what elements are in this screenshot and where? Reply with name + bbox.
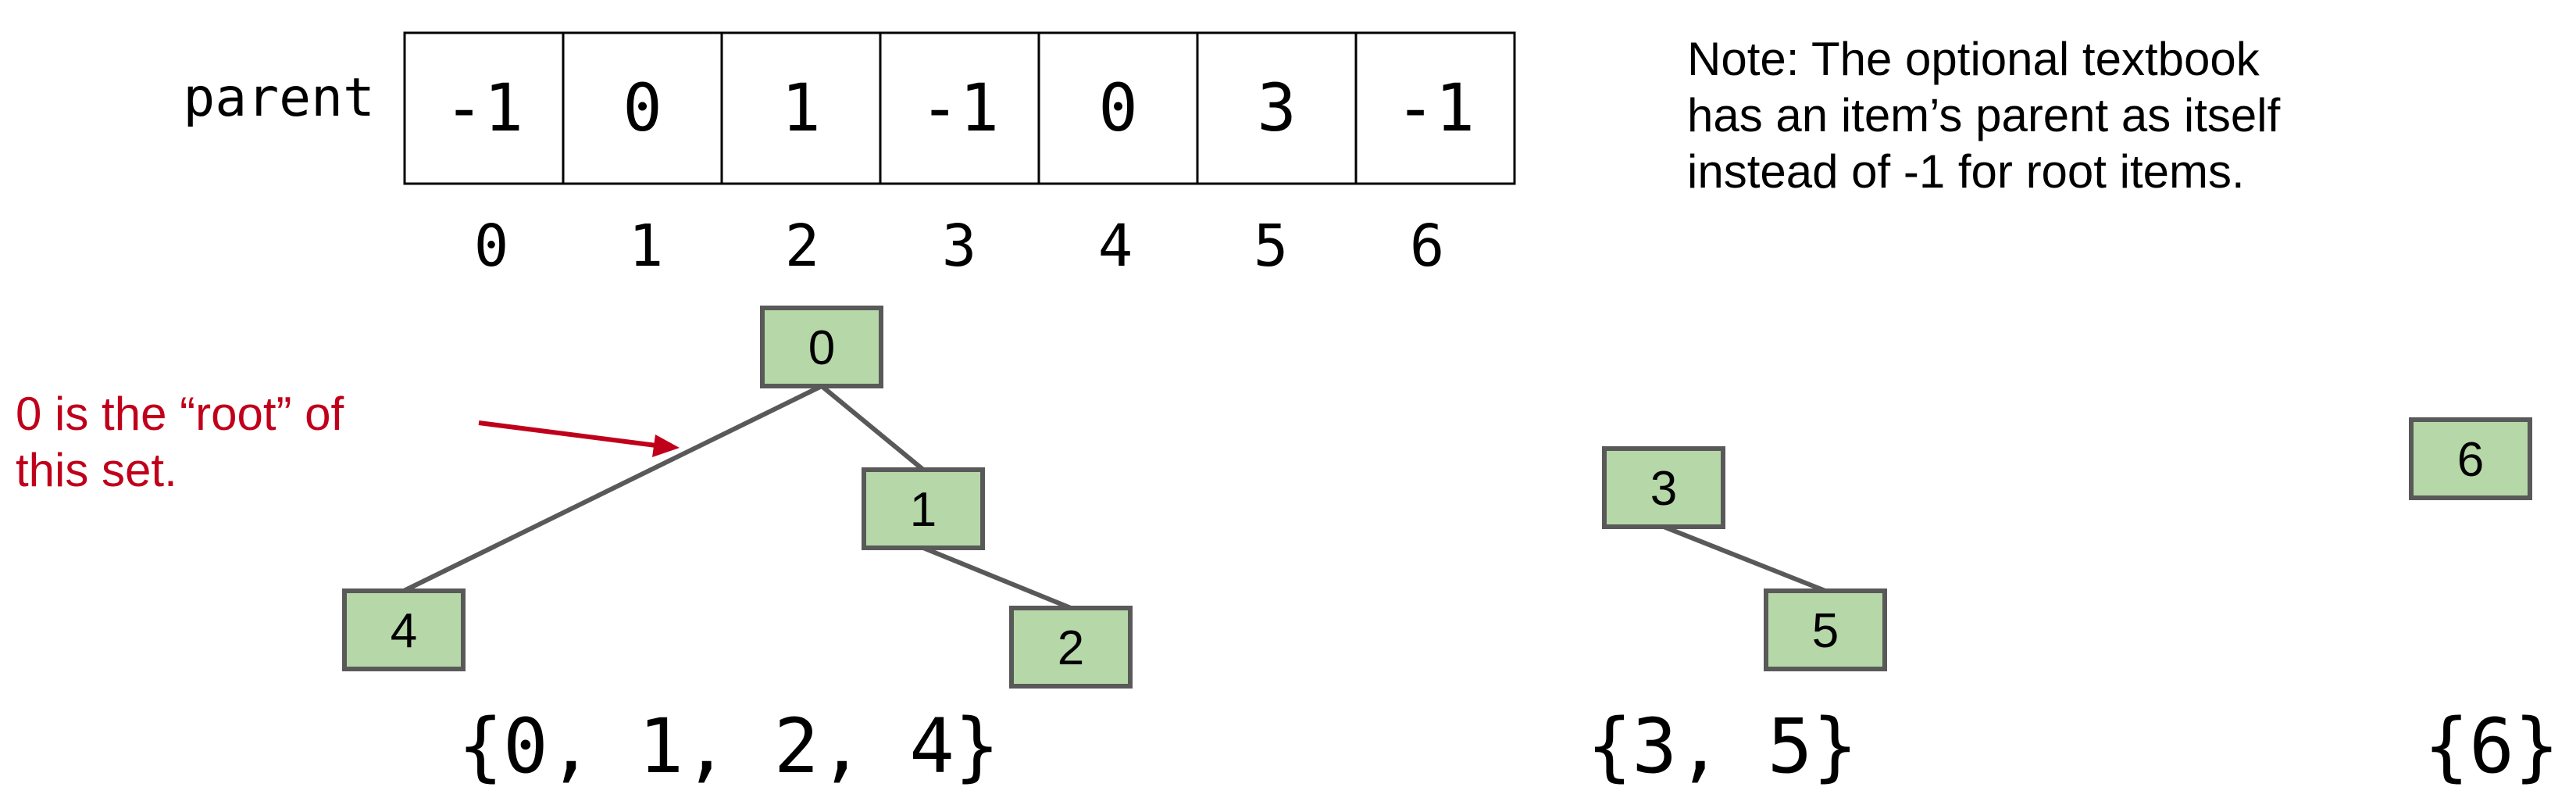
annotation-line: 0 is the “root” of xyxy=(16,388,344,440)
array-cell-5: 3 xyxy=(1196,31,1358,185)
array-index: 0 xyxy=(474,213,509,280)
annotation-arrow xyxy=(478,420,657,448)
array-index: 2 xyxy=(785,213,820,280)
node-label: 5 xyxy=(1812,604,1839,658)
node-label: 0 xyxy=(808,321,835,375)
node-box xyxy=(760,306,883,388)
set-label: {6} xyxy=(2424,703,2559,790)
array-index: 3 xyxy=(942,213,977,280)
node-label: 2 xyxy=(1058,621,1084,675)
set-label: {0, 1, 2, 4} xyxy=(458,703,1000,790)
edge-0-4 xyxy=(402,384,823,593)
tree-nodes: 0 1 2 3 4 5 6 xyxy=(342,306,2532,689)
node-label: 4 xyxy=(391,604,417,658)
node-3: 3 xyxy=(1602,446,1725,529)
array-cell-0: -1 xyxy=(403,31,565,185)
node-box xyxy=(2409,417,2532,500)
node-box xyxy=(862,467,985,550)
node-box xyxy=(1602,446,1725,529)
note: Note: The optional textbook has an item’… xyxy=(1687,33,2281,198)
edge-0-1 xyxy=(820,384,925,472)
note-line: instead of -1 for root items. xyxy=(1687,145,2245,198)
root-annotation: 0 is the “root” of this set. xyxy=(16,388,680,496)
array-index: 5 xyxy=(1254,213,1289,280)
node-6: 6 xyxy=(2409,417,2532,500)
node-label: 3 xyxy=(1650,462,1677,516)
node-5: 5 xyxy=(1764,588,1887,671)
array-cell-value: 3 xyxy=(1257,70,1297,146)
array-indices: 0 1 2 3 4 5 6 xyxy=(474,213,1445,280)
array-cell-value: -1 xyxy=(444,70,523,146)
node-box xyxy=(1764,588,1887,671)
node-4: 4 xyxy=(342,588,466,671)
array-cell-6: -1 xyxy=(1354,31,1516,185)
array-cell-value: 1 xyxy=(781,70,821,146)
parent-array: -1 0 1 -1 0 3 -1 xyxy=(403,31,1516,185)
annotation-line: this set. xyxy=(16,444,177,496)
array-index: 6 xyxy=(1410,213,1445,280)
array-index: 1 xyxy=(629,213,664,280)
node-box xyxy=(1009,606,1133,689)
array-cell-value: -1 xyxy=(1396,70,1475,146)
array-cell-1: 0 xyxy=(562,31,723,185)
array-cell-3: -1 xyxy=(879,31,1040,185)
node-label: 6 xyxy=(2457,433,2484,487)
array-label: parent xyxy=(183,67,375,129)
node-0: 0 xyxy=(760,306,883,388)
note-line: has an item’s parent as itself xyxy=(1687,89,2281,141)
arrow-head-icon xyxy=(652,435,680,457)
node-box xyxy=(342,588,466,671)
array-cell-value: -1 xyxy=(920,70,999,146)
array-cell-4: 0 xyxy=(1037,31,1199,185)
note-line: Note: The optional textbook xyxy=(1687,33,2260,85)
edge-1-2 xyxy=(922,546,1072,610)
array-index: 4 xyxy=(1098,213,1133,280)
edge-3-5 xyxy=(1662,524,1827,593)
node-1: 1 xyxy=(862,467,985,550)
array-cell-value: 0 xyxy=(1098,70,1138,146)
set-label: {3, 5} xyxy=(1587,703,1858,790)
array-cell-2: 1 xyxy=(720,31,882,185)
node-label: 1 xyxy=(910,483,937,537)
set-labels: {0, 1, 2, 4} {3, 5} {6} xyxy=(458,703,2559,790)
node-2: 2 xyxy=(1009,606,1133,689)
array-cell-value: 0 xyxy=(623,70,662,146)
tree-edges xyxy=(402,384,1827,610)
